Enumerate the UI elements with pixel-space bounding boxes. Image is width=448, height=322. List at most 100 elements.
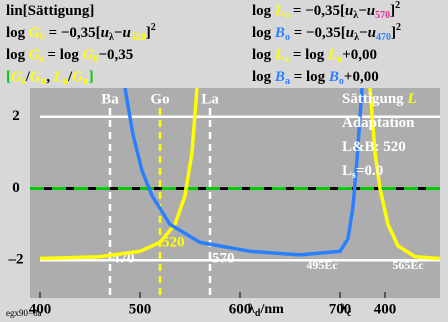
- text-segment: −0,35: [98, 47, 133, 63]
- text-segment: G: [29, 25, 40, 41]
- text-segment: Adaptation: [342, 115, 415, 131]
- text-segment: o: [339, 76, 344, 87]
- x-tick-label: 400: [374, 301, 397, 317]
- text-segment: −: [358, 3, 367, 19]
- text-segment: u: [346, 25, 354, 41]
- x-tick-label: 600: [229, 301, 252, 317]
- text-segment: L&B: 520: [342, 139, 406, 155]
- marker-value: 570: [212, 250, 235, 266]
- text-segment: B: [274, 25, 285, 41]
- text-segment: log: [252, 25, 275, 41]
- y-tick-label: 0: [12, 180, 20, 196]
- x-axis-label: λc: [340, 302, 352, 319]
- text-segment: = −0,35[: [289, 3, 345, 19]
- text-segment: u: [122, 25, 130, 41]
- x-tick-label: 400: [29, 301, 52, 317]
- text-segment: ]: [146, 25, 151, 41]
- text-segment: G: [30, 69, 41, 85]
- text-segment: λ: [340, 302, 347, 317]
- text-segment: /nm: [259, 302, 284, 317]
- text-segment: λ: [109, 32, 114, 43]
- text-segment: d: [255, 308, 261, 319]
- header-line: log Gs = log G0−0,35: [6, 47, 133, 65]
- text-segment: ]: [391, 25, 396, 41]
- text-segment: G: [29, 47, 40, 63]
- text-segment: 0: [93, 54, 98, 65]
- header-line: log G0 = −0,35[uλ−u520]2: [6, 22, 156, 43]
- curve: [123, 88, 364, 257]
- text-segment: L: [327, 47, 337, 63]
- text-segment: u: [101, 25, 109, 41]
- text-segment: L: [406, 91, 416, 107]
- text-segment: G: [11, 69, 22, 85]
- text-segment: o: [337, 54, 342, 65]
- text-segment: L: [274, 47, 284, 63]
- text-segment: = log: [290, 69, 329, 85]
- text-segment: = log: [44, 47, 83, 63]
- text-segment: log: [252, 3, 275, 19]
- text-segment: B: [328, 69, 339, 85]
- text-segment: 520: [131, 32, 146, 43]
- text-segment: s: [352, 170, 356, 181]
- header-line: log La = log Lo+0,00: [252, 47, 377, 65]
- text-segment: a: [284, 54, 289, 65]
- header-line: log Bo = −0,35[uλ−u470]2: [252, 22, 401, 43]
- marker-label: Go: [150, 91, 169, 107]
- text-segment: c: [347, 308, 352, 319]
- header-line: [Gs/Gu, La/Gu]: [6, 69, 94, 87]
- text-segment: = −0,35[: [45, 25, 101, 41]
- text-segment: a: [285, 76, 290, 87]
- text-segment: = log: [289, 47, 328, 63]
- y-tick-label: 2: [12, 108, 20, 124]
- text-segment: G: [83, 47, 94, 63]
- text-segment: [: [6, 69, 11, 85]
- text-segment: u: [41, 76, 47, 87]
- text-segment: a: [63, 76, 68, 87]
- text-segment: lin[Sättigung]: [6, 3, 94, 19]
- marker-value: 520: [162, 234, 185, 250]
- side-label: Adaptation: [342, 115, 415, 131]
- text-segment: B: [274, 69, 285, 85]
- header-line: log Ba = log Bo+0,00: [252, 69, 379, 87]
- text-segment: 0: [40, 32, 45, 43]
- text-segment: ]: [89, 69, 94, 85]
- y-tick-label: –2: [8, 252, 24, 268]
- text-segment: =0.0: [356, 163, 383, 179]
- marker-label: Ba: [101, 91, 119, 107]
- side-label: L&B: 520: [342, 139, 406, 155]
- text-segment: 2: [151, 22, 156, 33]
- text-segment: ,: [46, 69, 54, 85]
- text-segment: G: [72, 69, 83, 85]
- curve: [368, 88, 440, 261]
- x-tick-label: 500: [129, 301, 152, 317]
- text-segment: /: [67, 69, 73, 85]
- text-segment: s: [40, 54, 44, 65]
- text-segment: u: [367, 3, 375, 19]
- text-segment: +0,00: [342, 47, 377, 63]
- text-segment: log: [6, 25, 29, 41]
- text-segment: 2: [396, 22, 401, 33]
- text-segment: λ: [353, 10, 358, 21]
- header-line: lin[Sättigung]: [6, 3, 94, 19]
- text-segment: u: [83, 76, 89, 87]
- text-segment: L: [342, 163, 352, 179]
- text-segment: log: [6, 47, 29, 63]
- text-segment: u: [345, 3, 353, 19]
- footer: egx90−8a: [6, 308, 42, 318]
- text-segment: 2: [395, 0, 400, 11]
- text-segment: λ: [248, 302, 255, 317]
- text-segment: 570: [375, 10, 390, 21]
- header-line: log Lo = −0,35[uλ−u570]2: [252, 0, 400, 21]
- curve: [39, 88, 199, 261]
- marker-label: La: [201, 91, 219, 107]
- text-segment: λ: [354, 32, 359, 43]
- text-segment: /: [25, 69, 31, 85]
- x-tick-label: 700: [329, 301, 352, 317]
- text-segment: Sättigung: [342, 91, 407, 107]
- annotation: 565Ec: [392, 258, 424, 272]
- text-segment: log: [252, 69, 275, 85]
- text-segment: +0,00: [344, 69, 379, 85]
- x-axis-label: λd/nm: [248, 302, 284, 319]
- text-segment: L: [274, 3, 284, 19]
